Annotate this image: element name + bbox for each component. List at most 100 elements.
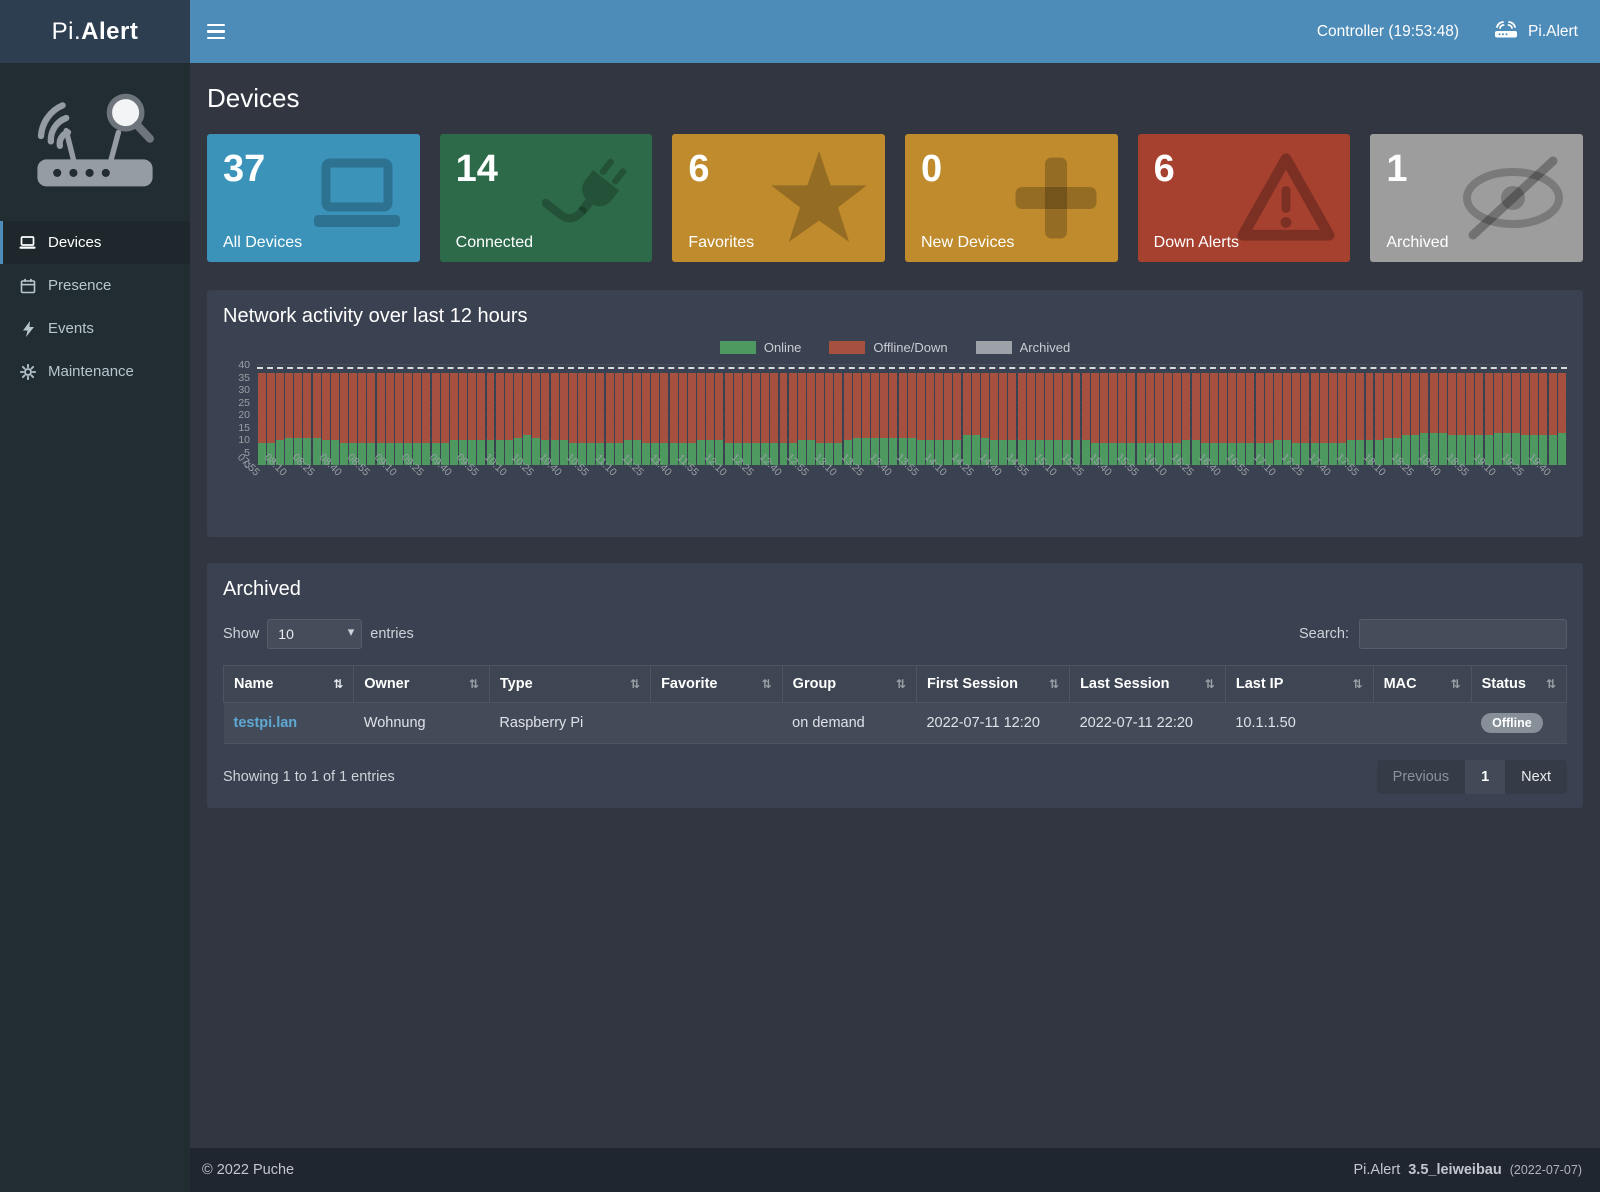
legend-label: Offline/Down <box>873 340 948 355</box>
bar <box>1072 372 1081 465</box>
table-row[interactable]: testpi.lan Wohnung Raspberry Pi on demand 20… <box>223 702 1567 744</box>
bar <box>523 372 532 465</box>
y-axis: 0 5 10 15 20 25 30 35 40 <box>223 359 257 471</box>
bar <box>1200 372 1209 465</box>
bar <box>578 372 587 465</box>
bar <box>1237 372 1246 465</box>
legend-item[interactable]: Archived <box>975 340 1070 355</box>
legend-item[interactable]: Offline/Down <box>829 340 948 355</box>
cell-last-ip: 10.1.1.50 <box>1225 702 1374 744</box>
sidebar-item-maintenance[interactable]: Maintenance <box>0 350 190 393</box>
bar <box>834 372 843 465</box>
bar <box>413 372 422 465</box>
navbar: Controller (19:53:48) <box>190 0 1600 63</box>
bar <box>440 372 449 465</box>
column-header-type[interactable]: ⇅ Type <box>489 665 652 703</box>
cell-first-session: 2022-07-11 12:20 <box>916 702 1070 744</box>
column-header-mac[interactable]: ⇅ MAC <box>1373 665 1472 703</box>
plot-area <box>257 364 1567 465</box>
cell-name[interactable]: testpi.lan <box>223 702 354 744</box>
cell-type: Raspberry Pi <box>489 702 651 744</box>
y-tick-label: 35 <box>238 371 250 384</box>
bar <box>1136 372 1145 465</box>
y-tick-label: 0 <box>244 459 250 471</box>
sort-icon: ⇅ <box>1204 677 1215 691</box>
bar <box>669 372 678 465</box>
x-axis-labels: 07:55 08:10 08:25 08:40 08:55 09:10 09:25 09:40… <box>235 451 1567 523</box>
card-archived[interactable]: 1 Archived <box>1370 134 1583 262</box>
card-all-devices[interactable]: 37 All Devices <box>207 134 420 262</box>
card-value: 37 <box>223 148 266 190</box>
sidebar-toggle-button[interactable] <box>190 0 242 63</box>
main-content: Devices 37 All Devices 14 <box>190 63 1600 1148</box>
card-new-devices[interactable]: 0 New Devices <box>905 134 1118 262</box>
bar <box>1264 372 1273 465</box>
column-header-favorite[interactable]: ⇅ Favorite <box>650 665 783 703</box>
bar <box>541 372 550 465</box>
topbar: Pi.Alert Controller (19:53:48) <box>0 0 1600 63</box>
bar <box>1328 372 1337 465</box>
bar <box>935 372 944 465</box>
next-page-button[interactable]: Next <box>1521 769 1551 785</box>
legend-item[interactable]: Online <box>719 340 801 355</box>
bar <box>285 372 294 465</box>
bar <box>1347 372 1356 465</box>
bar <box>742 372 751 465</box>
bar <box>999 372 1008 465</box>
cell-mac <box>1373 702 1472 744</box>
column-header-first-session[interactable]: ⇅ First Session <box>916 665 1071 703</box>
bar <box>330 372 339 465</box>
device-name-link[interactable]: testpi.lan <box>233 715 298 731</box>
controller-clock[interactable]: Controller (19:53:48) <box>1316 22 1460 40</box>
bar <box>568 372 577 465</box>
brand-logo[interactable]: Pi.Alert <box>0 0 190 63</box>
bar <box>1099 372 1108 465</box>
bar <box>761 372 770 465</box>
bar <box>1365 372 1374 465</box>
card-connected[interactable]: 14 <box>439 134 653 262</box>
search-input[interactable] <box>1359 619 1567 649</box>
bar <box>871 372 880 465</box>
bar <box>1209 372 1218 465</box>
card-favorites[interactable]: 6 Favorites <box>672 134 885 262</box>
bar <box>1374 372 1383 465</box>
sort-icon: ⇅ <box>468 677 479 691</box>
card-label: Favorites <box>688 233 755 251</box>
column-header-last-session[interactable]: ⇅ Last Session <box>1069 665 1226 703</box>
bar <box>1118 372 1127 465</box>
card-down-alerts[interactable]: 6 Down Alerts <box>1137 134 1351 262</box>
page-number-button[interactable]: 1 <box>1465 760 1506 794</box>
bar <box>550 372 559 465</box>
bar <box>1173 372 1182 465</box>
bar <box>394 372 403 465</box>
bar <box>880 372 889 465</box>
sidebar-item-devices[interactable]: Devices <box>0 221 190 264</box>
user-menu[interactable]: Pi.Alert <box>1493 19 1578 44</box>
bar <box>321 372 330 465</box>
legend-swatch <box>829 341 866 354</box>
sidebar-item-events[interactable]: Events <box>0 307 190 350</box>
bolt-icon <box>19 320 36 337</box>
bar <box>1045 372 1053 465</box>
sidebar-item-presence[interactable]: Presence <box>0 264 190 307</box>
bar <box>1475 372 1484 465</box>
column-header-name[interactable]: ⇅ Name <box>222 665 355 703</box>
bar <box>1466 372 1475 465</box>
plug-icon <box>542 152 638 244</box>
bar <box>587 372 596 465</box>
column-header-group[interactable]: ⇅ Group <box>782 665 917 703</box>
cell-owner: Wohnung <box>353 702 490 744</box>
bar <box>1484 372 1493 465</box>
bar <box>596 372 605 465</box>
bar <box>1246 372 1255 465</box>
bar <box>449 372 458 465</box>
legend-swatch <box>975 341 1012 354</box>
column-header-owner[interactable]: ⇅ Owner <box>353 665 490 703</box>
bar <box>1447 372 1456 465</box>
previous-page-button[interactable]: Previous <box>1392 769 1450 785</box>
card-label: Down Alerts <box>1153 233 1240 251</box>
page-size-select[interactable]: 10 <box>267 619 363 649</box>
bar <box>1273 372 1282 465</box>
column-header-status[interactable]: ⇅ Status <box>1471 665 1568 703</box>
column-header-last-ip[interactable]: ⇅ Last IP <box>1225 665 1374 703</box>
